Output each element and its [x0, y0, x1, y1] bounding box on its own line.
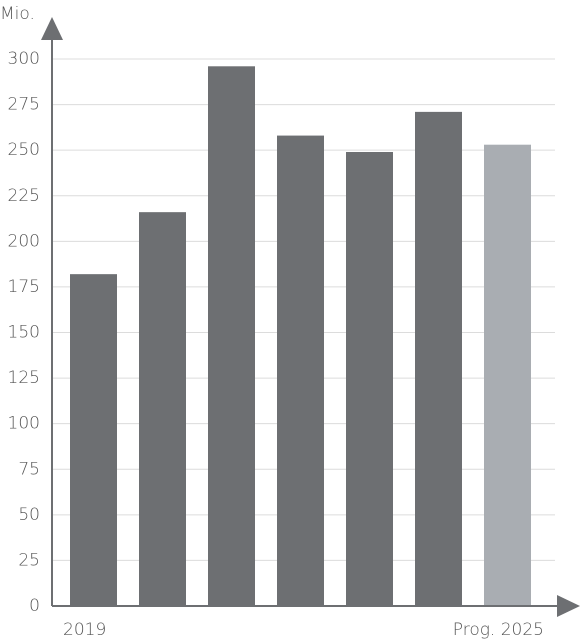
y-tick-label: 75 — [18, 459, 40, 479]
bar — [208, 66, 255, 606]
bar — [139, 212, 186, 606]
y-tick-label: 275 — [8, 95, 40, 115]
y-tick-label: 300 — [8, 49, 40, 69]
bar — [484, 144, 531, 607]
y-tick-label: 25 — [18, 550, 40, 570]
x-tick-label: 2019 — [63, 620, 106, 640]
y-tick-label: 50 — [18, 505, 40, 525]
bar — [277, 135, 324, 606]
y-tick-label: 175 — [8, 277, 40, 297]
y-axis-label: Mio. — [0, 4, 35, 24]
y-tick-label: 100 — [8, 414, 40, 434]
x-tick-label: Prog. 2025 — [453, 620, 544, 640]
y-axis-arrow — [41, 17, 63, 40]
y-tick-label: 200 — [8, 231, 40, 251]
bar — [415, 111, 462, 607]
y-tick-label: 225 — [8, 186, 40, 206]
y-tick-label: 0 — [29, 596, 40, 616]
y-tick-label: 150 — [8, 323, 40, 343]
y-tick-label: 250 — [8, 140, 40, 160]
y-tick-label: 125 — [8, 368, 40, 388]
x-axis-arrow — [557, 595, 580, 617]
bar — [346, 151, 393, 607]
bar — [70, 274, 117, 606]
